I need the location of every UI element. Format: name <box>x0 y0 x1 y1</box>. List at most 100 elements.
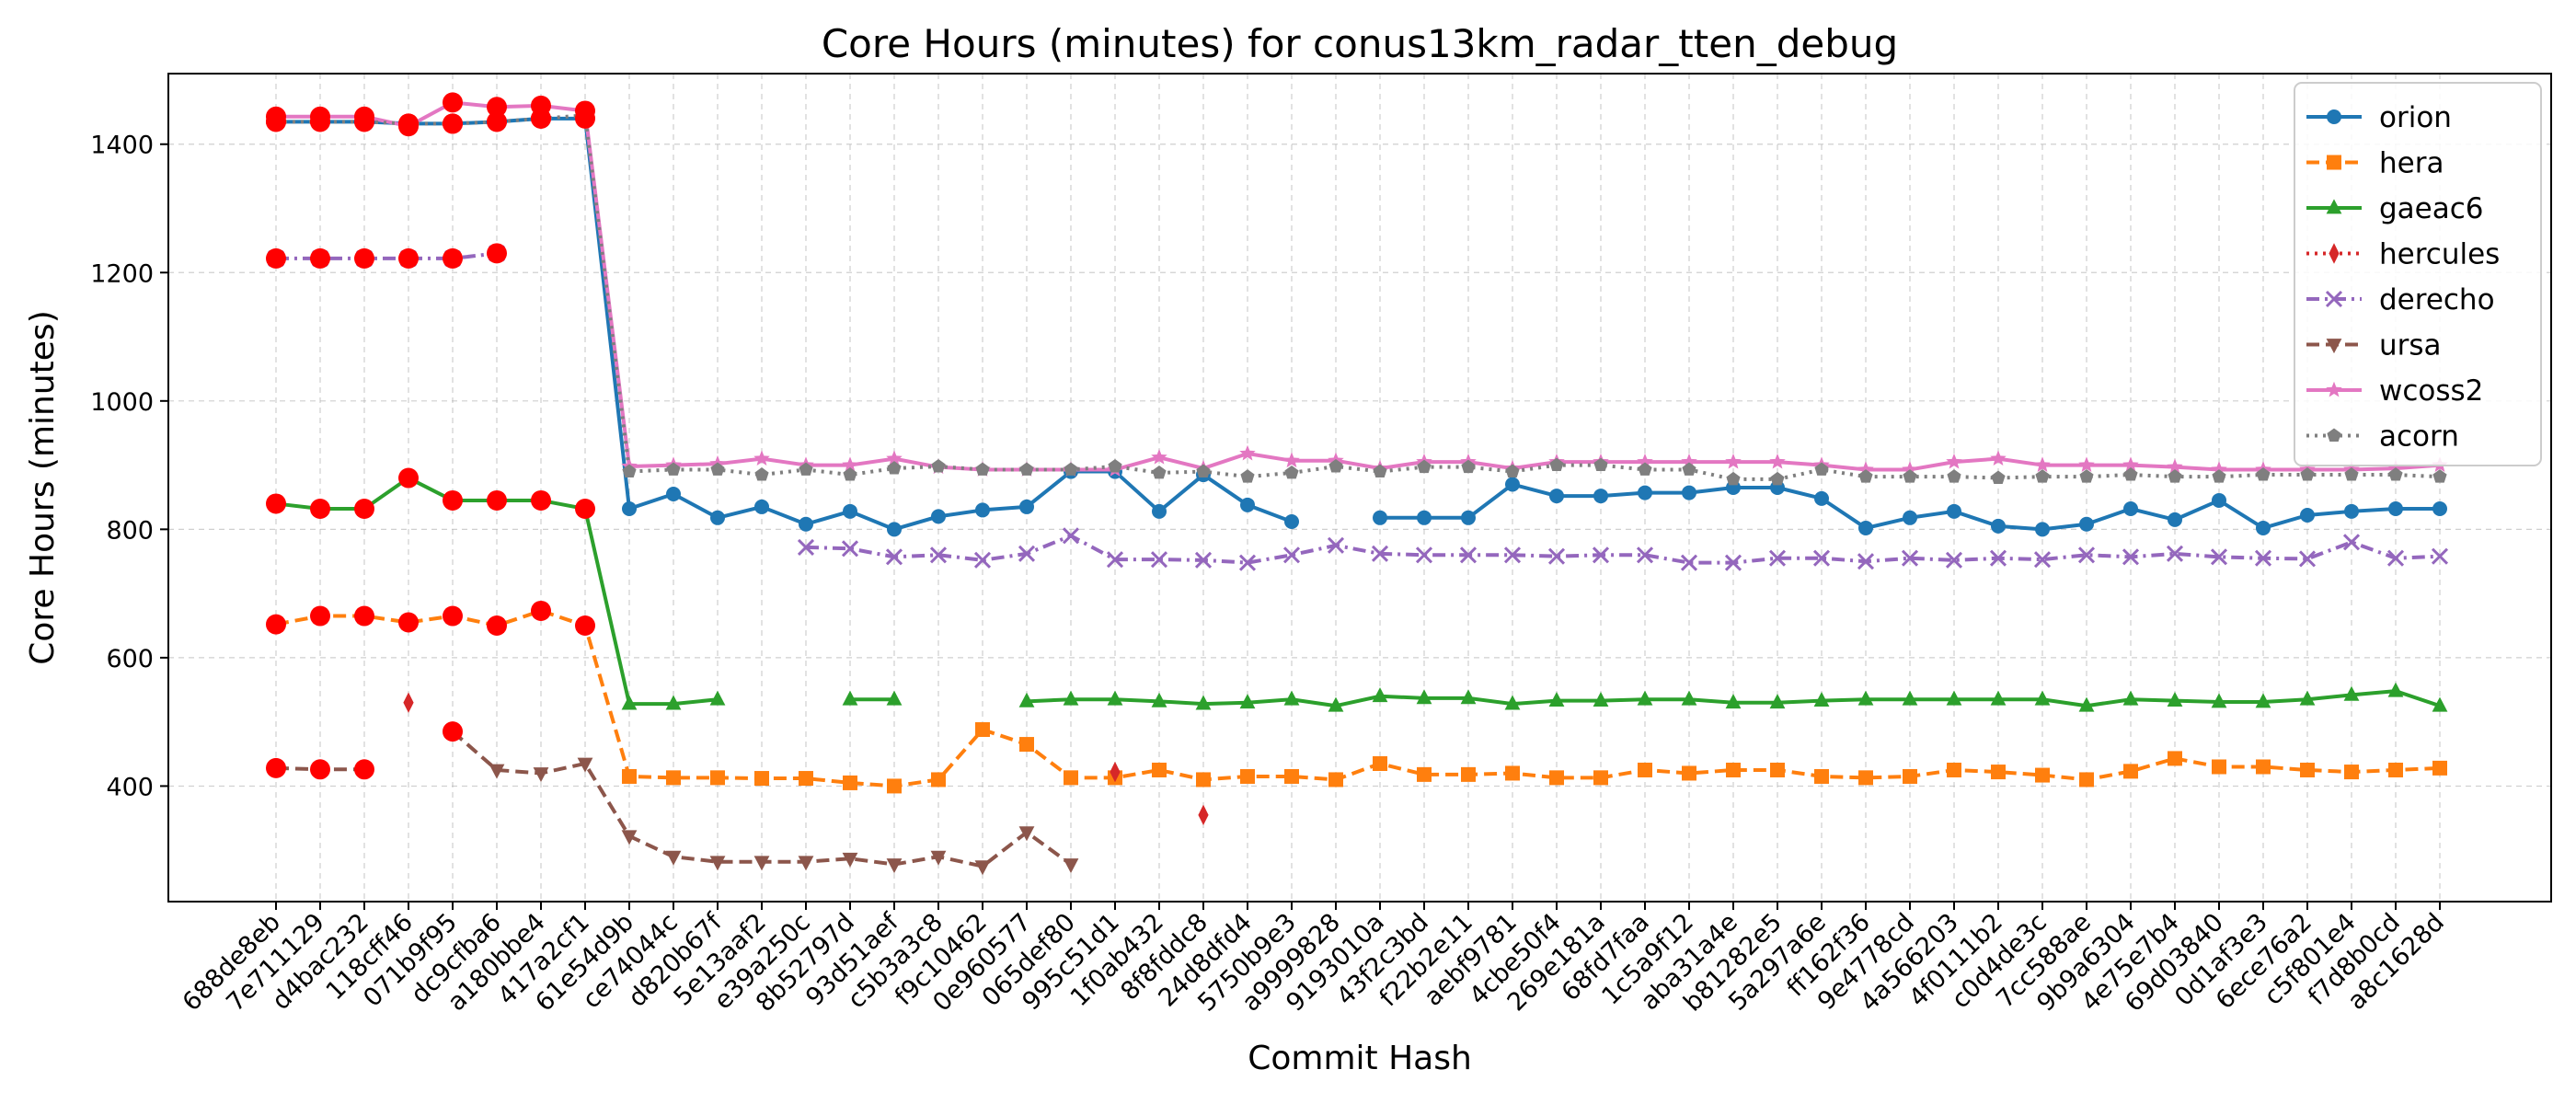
data-point-acorn <box>1417 459 1432 474</box>
data-point-orion <box>1284 513 1299 529</box>
data-point-gaeac6 <box>2034 690 2051 706</box>
data-point-derecho <box>1150 551 1168 569</box>
data-point-gaeac6 <box>1990 690 2007 706</box>
data-point-ursa <box>621 830 638 845</box>
x-axis-title: Commit Hash <box>1248 1040 1472 1077</box>
data-point-orion <box>622 501 637 517</box>
data-point-hera <box>2123 764 2138 779</box>
y-tick-label: 1000 <box>90 388 154 417</box>
data-point-derecho <box>2431 547 2449 565</box>
data-point-derecho <box>1592 546 1610 564</box>
legend-marker-hercules <box>2329 243 2340 264</box>
data-point-wcoss2 <box>753 450 770 466</box>
data-point-derecho <box>1194 551 1213 569</box>
data-point-hera <box>710 770 725 786</box>
data-point-orion <box>799 516 813 532</box>
data-point-acorn <box>710 462 725 476</box>
data-point-derecho <box>2342 534 2361 551</box>
data-point-gaeac6 <box>1151 692 1167 707</box>
data-point-derecho <box>1945 551 1963 569</box>
data-point-gaeac6 <box>1857 690 1874 706</box>
data-point-gaeac6 <box>665 695 682 710</box>
data-point-gaeac6 <box>1813 692 1830 707</box>
data-point-wcoss2 <box>2122 456 2139 473</box>
data-point-gaeac6 <box>709 690 726 706</box>
data-point-gaeac6 <box>2078 696 2095 712</box>
data-point-gaeac6 <box>842 690 858 706</box>
data-point-acorn <box>1196 464 1211 478</box>
highlight-point-wcoss2 <box>575 100 595 121</box>
data-point-wcoss2 <box>1239 444 1256 461</box>
y-tick-label: 600 <box>106 645 154 673</box>
data-point-orion <box>1814 490 1829 506</box>
data-point-acorn <box>2212 469 2226 483</box>
data-point-derecho <box>2166 545 2184 562</box>
data-point-orion <box>975 502 990 518</box>
data-point-wcoss2 <box>1902 461 1918 477</box>
highlight-point-derecho <box>266 247 286 269</box>
data-point-derecho <box>2210 548 2228 566</box>
data-point-acorn <box>975 462 990 476</box>
data-point-gaeac6 <box>2211 693 2227 708</box>
data-point-derecho <box>929 546 948 564</box>
data-point-hera <box>622 768 637 784</box>
data-point-wcoss2 <box>1769 453 1786 469</box>
series-hera <box>269 603 2447 794</box>
legend-marker-gaeac6 <box>2326 199 2342 214</box>
highlight-point-derecho <box>354 247 374 269</box>
data-point-acorn <box>843 467 857 481</box>
data-point-derecho <box>1901 549 1919 567</box>
data-point-derecho <box>2386 549 2405 567</box>
data-point-orion <box>931 509 946 524</box>
legend-marker-derecho <box>2325 290 2343 308</box>
legend-entry-hera: hera <box>2306 147 2444 180</box>
data-point-wcoss2 <box>886 450 903 466</box>
data-point-gaeac6 <box>1460 689 1477 705</box>
data-point-acorn <box>799 462 813 476</box>
data-point-acorn <box>2035 469 2050 483</box>
data-point-orion <box>2388 501 2403 517</box>
highlight-point-hera <box>354 605 374 627</box>
data-point-ursa <box>886 858 903 874</box>
data-point-wcoss2 <box>2078 456 2095 473</box>
data-point-gaeac6 <box>1725 694 1742 709</box>
data-point-acorn <box>1638 462 1652 476</box>
data-point-derecho <box>1106 551 1124 569</box>
data-point-derecho <box>1857 553 1875 570</box>
data-point-acorn <box>2344 467 2359 481</box>
series-acorn <box>269 108 2447 486</box>
y-tick-label: 1400 <box>90 132 154 160</box>
data-point-orion <box>1991 518 2006 534</box>
highlight-point-ursa <box>354 759 374 780</box>
series-line-wcoss2 <box>276 100 2441 472</box>
data-point-wcoss2 <box>1990 450 2007 466</box>
highlight-point-derecho <box>443 247 463 269</box>
legend-label-derecho: derecho <box>2379 283 2495 316</box>
data-point-orion <box>2035 522 2050 537</box>
highlight-point-acorn <box>266 111 286 132</box>
data-point-gaeac6 <box>2387 682 2404 697</box>
data-point-orion <box>2300 508 2315 523</box>
legend-marker-acorn <box>2327 428 2341 442</box>
data-point-gaeac6 <box>886 690 903 706</box>
data-point-acorn <box>754 467 769 481</box>
data-point-acorn <box>1461 459 1476 474</box>
data-point-ursa <box>930 850 947 866</box>
data-point-derecho <box>1459 546 1478 564</box>
highlight-point-hera <box>310 605 330 627</box>
data-point-acorn <box>2300 467 2315 481</box>
data-point-ursa <box>1018 826 1035 842</box>
data-point-gaeac6 <box>1018 692 1035 707</box>
data-point-hera <box>2256 759 2271 775</box>
data-point-hera <box>1593 770 1608 786</box>
data-point-hera <box>1770 762 1785 777</box>
data-point-derecho <box>2033 551 2052 569</box>
data-point-acorn <box>1682 462 1696 476</box>
series-ursa <box>268 725 1079 876</box>
legend-marker-ursa <box>2326 339 2342 354</box>
legend-entry-orion: orion <box>2306 101 2452 134</box>
data-point-gaeac6 <box>1681 690 1697 706</box>
data-point-hera <box>1461 766 1476 782</box>
data-point-derecho <box>1371 545 1389 562</box>
